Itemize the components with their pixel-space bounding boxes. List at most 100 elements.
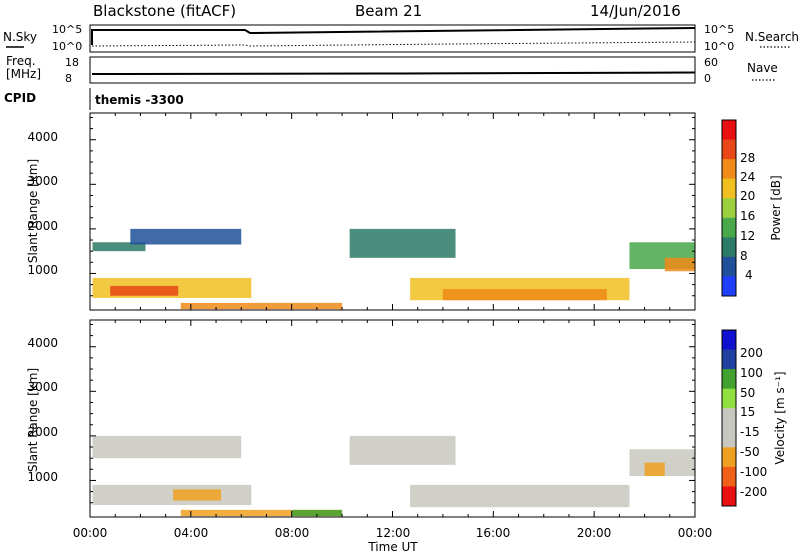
cpid-value: themis -3300	[95, 93, 184, 107]
velocity-region-1	[173, 489, 222, 501]
power-cb-tick-8: 8	[740, 249, 748, 263]
power-region-3	[130, 228, 242, 245]
velocity-regions	[92, 435, 695, 517]
power-region-2	[92, 242, 146, 252]
freq-label: Freq.	[6, 54, 36, 68]
power-colorbar-segment-0	[722, 120, 736, 141]
power-region-1	[110, 285, 179, 296]
noise-panel-frame	[89, 24, 696, 53]
velocity-region-0	[92, 484, 252, 505]
velocity-heatmap-panel	[89, 319, 696, 518]
power-colorbar-label: Power [dB]	[769, 175, 783, 240]
vel-cb-tick-m200: -200	[740, 485, 767, 499]
velocity-colorbar-segment-3	[722, 388, 736, 409]
velocity-region-6	[410, 484, 630, 508]
power-ytick-3000: 3000	[27, 174, 58, 188]
power-cb-tick-12: 12	[740, 229, 755, 243]
freq-tick-bottom: 8	[65, 72, 72, 85]
velocity-colorbar-segment-5	[722, 427, 736, 448]
power-region-7	[442, 289, 607, 301]
velocity-colorbar-frame	[721, 329, 737, 507]
vel-cb-tick-50: 50	[740, 386, 755, 400]
velocity-colorbar	[722, 330, 736, 507]
xaxis-label: Time UT	[367, 540, 418, 554]
velocity-ytick-1000: 1000	[27, 470, 58, 484]
vel-cb-tick-200: 200	[740, 346, 763, 360]
xtick-1200: 12:00	[376, 526, 411, 540]
velocity-region-5	[349, 435, 456, 465]
power-colorbar-segment-8	[722, 276, 736, 297]
noise-tick-bottom-right: 10^0	[704, 40, 734, 53]
xtick-0400: 04:00	[174, 526, 209, 540]
freq-unit-label: [MHz]	[6, 67, 41, 81]
power-cb-tick-4: 4	[745, 268, 753, 282]
cpid-label: CPID	[4, 91, 36, 105]
velocity-colorbar-label: Velocity [m s⁻¹]	[773, 371, 787, 464]
nsky-series	[91, 27, 696, 45]
power-cb-tick-16: 16	[740, 209, 755, 223]
xtick-0800: 08:00	[275, 526, 310, 540]
velocity-colorbar-segment-1	[722, 349, 736, 370]
velocity-colorbar-segment-6	[722, 447, 736, 468]
station-title: Blackstone (fitACF)	[93, 2, 236, 20]
xtick-0000: 00:00	[73, 526, 108, 540]
velocity-colorbar-segment-2	[722, 369, 736, 390]
nave-tick-top: 60	[704, 56, 718, 69]
power-ytick-4000: 4000	[27, 130, 58, 144]
power-colorbar-segment-1	[722, 139, 736, 160]
power-ylabel: Slant Range [km]	[26, 159, 40, 263]
xtick-1600: 16:00	[476, 526, 511, 540]
noise-tick-bottom-left: 10^0	[52, 40, 82, 53]
power-region-5	[349, 228, 456, 258]
power-colorbar-segment-7	[722, 256, 736, 277]
velocity-region-3	[180, 509, 343, 517]
power-cb-tick-28: 28	[740, 151, 755, 165]
velocity-ytick-4000: 4000	[27, 336, 58, 350]
velocity-region-2	[92, 435, 242, 459]
power-ytick-2000: 2000	[27, 219, 58, 233]
velocity-colorbar-segment-0	[722, 330, 736, 351]
velocity-ytick-3000: 3000	[27, 380, 58, 394]
power-region-9	[664, 257, 695, 272]
velocity-region-4	[291, 509, 343, 517]
nave-tick-bottom: 0	[704, 72, 711, 85]
noise-tick-top-left: 10^5	[52, 23, 82, 36]
power-colorbar-segment-3	[722, 178, 736, 199]
date-title: 14/Jun/2016	[590, 2, 681, 20]
velocity-colorbar-segment-7	[722, 466, 736, 487]
vel-cb-tick-m100: -100	[740, 465, 767, 479]
vel-cb-tick-100: 100	[740, 366, 763, 380]
velocity-colorbar-segment-4	[722, 408, 736, 429]
velocity-region-8	[644, 462, 665, 476]
velocity-ytick-2000: 2000	[27, 425, 58, 439]
velocity-ylabel: Slant Range [km]	[26, 368, 40, 472]
power-region-4	[180, 302, 343, 310]
noise-tick-top-right: 10^5	[704, 23, 734, 36]
power-colorbar-frame	[721, 119, 737, 297]
velocity-colorbar-segment-8	[722, 486, 736, 507]
nsky-label: N.Sky	[3, 30, 37, 44]
xtick-2000: 20:00	[577, 526, 612, 540]
power-colorbar-segment-4	[722, 198, 736, 219]
power-regions	[92, 228, 695, 310]
nave-label: Nave	[747, 61, 778, 75]
freq-panel-frame	[89, 56, 696, 84]
velocity-ticks	[89, 320, 696, 517]
nsearch-label: N.Search	[745, 30, 799, 44]
beam-title: Beam 21	[355, 2, 422, 20]
vel-cb-tick-m15: -15	[740, 425, 760, 439]
nsearch-series	[91, 41, 696, 47]
power-cb-tick-20: 20	[740, 189, 755, 203]
power-ticks	[89, 113, 696, 310]
xtick-2400: 00:00	[678, 526, 713, 540]
vel-cb-tick-15: 15	[740, 405, 755, 419]
power-cb-tick-24: 24	[740, 170, 755, 184]
power-colorbar-segment-6	[722, 237, 736, 258]
power-colorbar	[722, 120, 736, 297]
vel-cb-tick-m50: -50	[740, 445, 760, 459]
power-ytick-1000: 1000	[27, 263, 58, 277]
power-colorbar-segment-2	[722, 159, 736, 180]
freq-tick-top: 18	[65, 56, 79, 69]
